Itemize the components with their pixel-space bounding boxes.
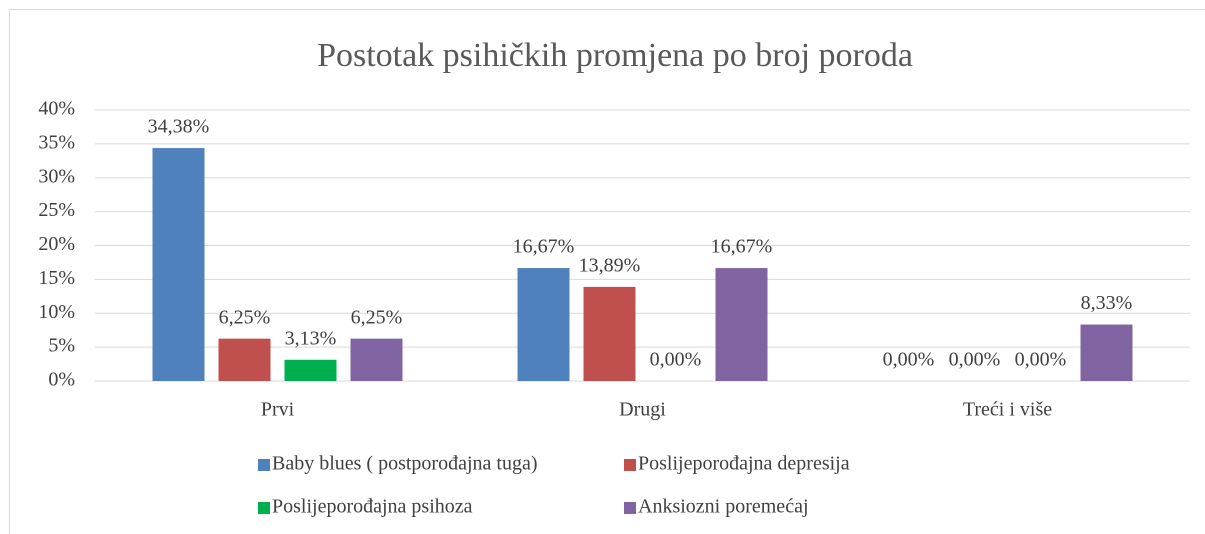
bar: [715, 268, 768, 381]
bar: [350, 338, 403, 381]
chart-border: [9, 9, 1205, 534]
y-tick-label: 10%: [38, 301, 75, 323]
y-tick-label: 30%: [38, 165, 75, 187]
data-label: 3,13%: [285, 327, 337, 349]
y-tick-label: 40%: [38, 98, 75, 120]
legend-label: Anksiozni poremećaj: [638, 496, 809, 518]
y-tick-label: 0%: [48, 369, 75, 391]
x-tick-label: Drugi: [619, 399, 666, 421]
data-label: 6,25%: [351, 306, 403, 328]
data-label: 0,00%: [1015, 349, 1067, 371]
y-tick-label: 20%: [38, 233, 75, 255]
data-label: 6,25%: [219, 306, 271, 328]
data-label: 34,38%: [148, 116, 210, 138]
y-tick-label: 15%: [38, 267, 75, 289]
legend-label: Baby blues ( postporođajna tuga): [272, 453, 538, 475]
data-label: 8,33%: [1081, 292, 1133, 314]
bar: [152, 148, 205, 381]
y-tick-label: 5%: [48, 335, 75, 357]
legend-swatch: [258, 459, 270, 471]
legend-label: Poslijeporođajna depresija: [638, 453, 850, 475]
data-label: 0,00%: [650, 349, 702, 371]
bar: [517, 268, 570, 381]
legend-label: Poslijeporođajna psihoza: [272, 496, 473, 518]
legend-swatch: [624, 459, 636, 471]
bar: [218, 338, 271, 381]
y-tick-label: 35%: [38, 131, 75, 153]
data-label: 13,89%: [579, 254, 641, 276]
data-label: 16,67%: [513, 236, 575, 258]
bar: [583, 286, 636, 381]
data-label: 0,00%: [883, 349, 935, 371]
x-tick-label: Prvi: [261, 399, 295, 421]
bar: [284, 359, 337, 381]
chart-title: Postotak psihičkih promjena po broj poro…: [317, 37, 913, 74]
data-label: 16,67%: [711, 236, 773, 258]
y-tick-label: 25%: [38, 199, 75, 221]
data-label: 0,00%: [949, 349, 1001, 371]
bar: [1080, 324, 1133, 381]
x-tick-label: Treći i više: [963, 399, 1052, 421]
legend-swatch: [624, 502, 636, 514]
legend-swatch: [258, 502, 270, 514]
